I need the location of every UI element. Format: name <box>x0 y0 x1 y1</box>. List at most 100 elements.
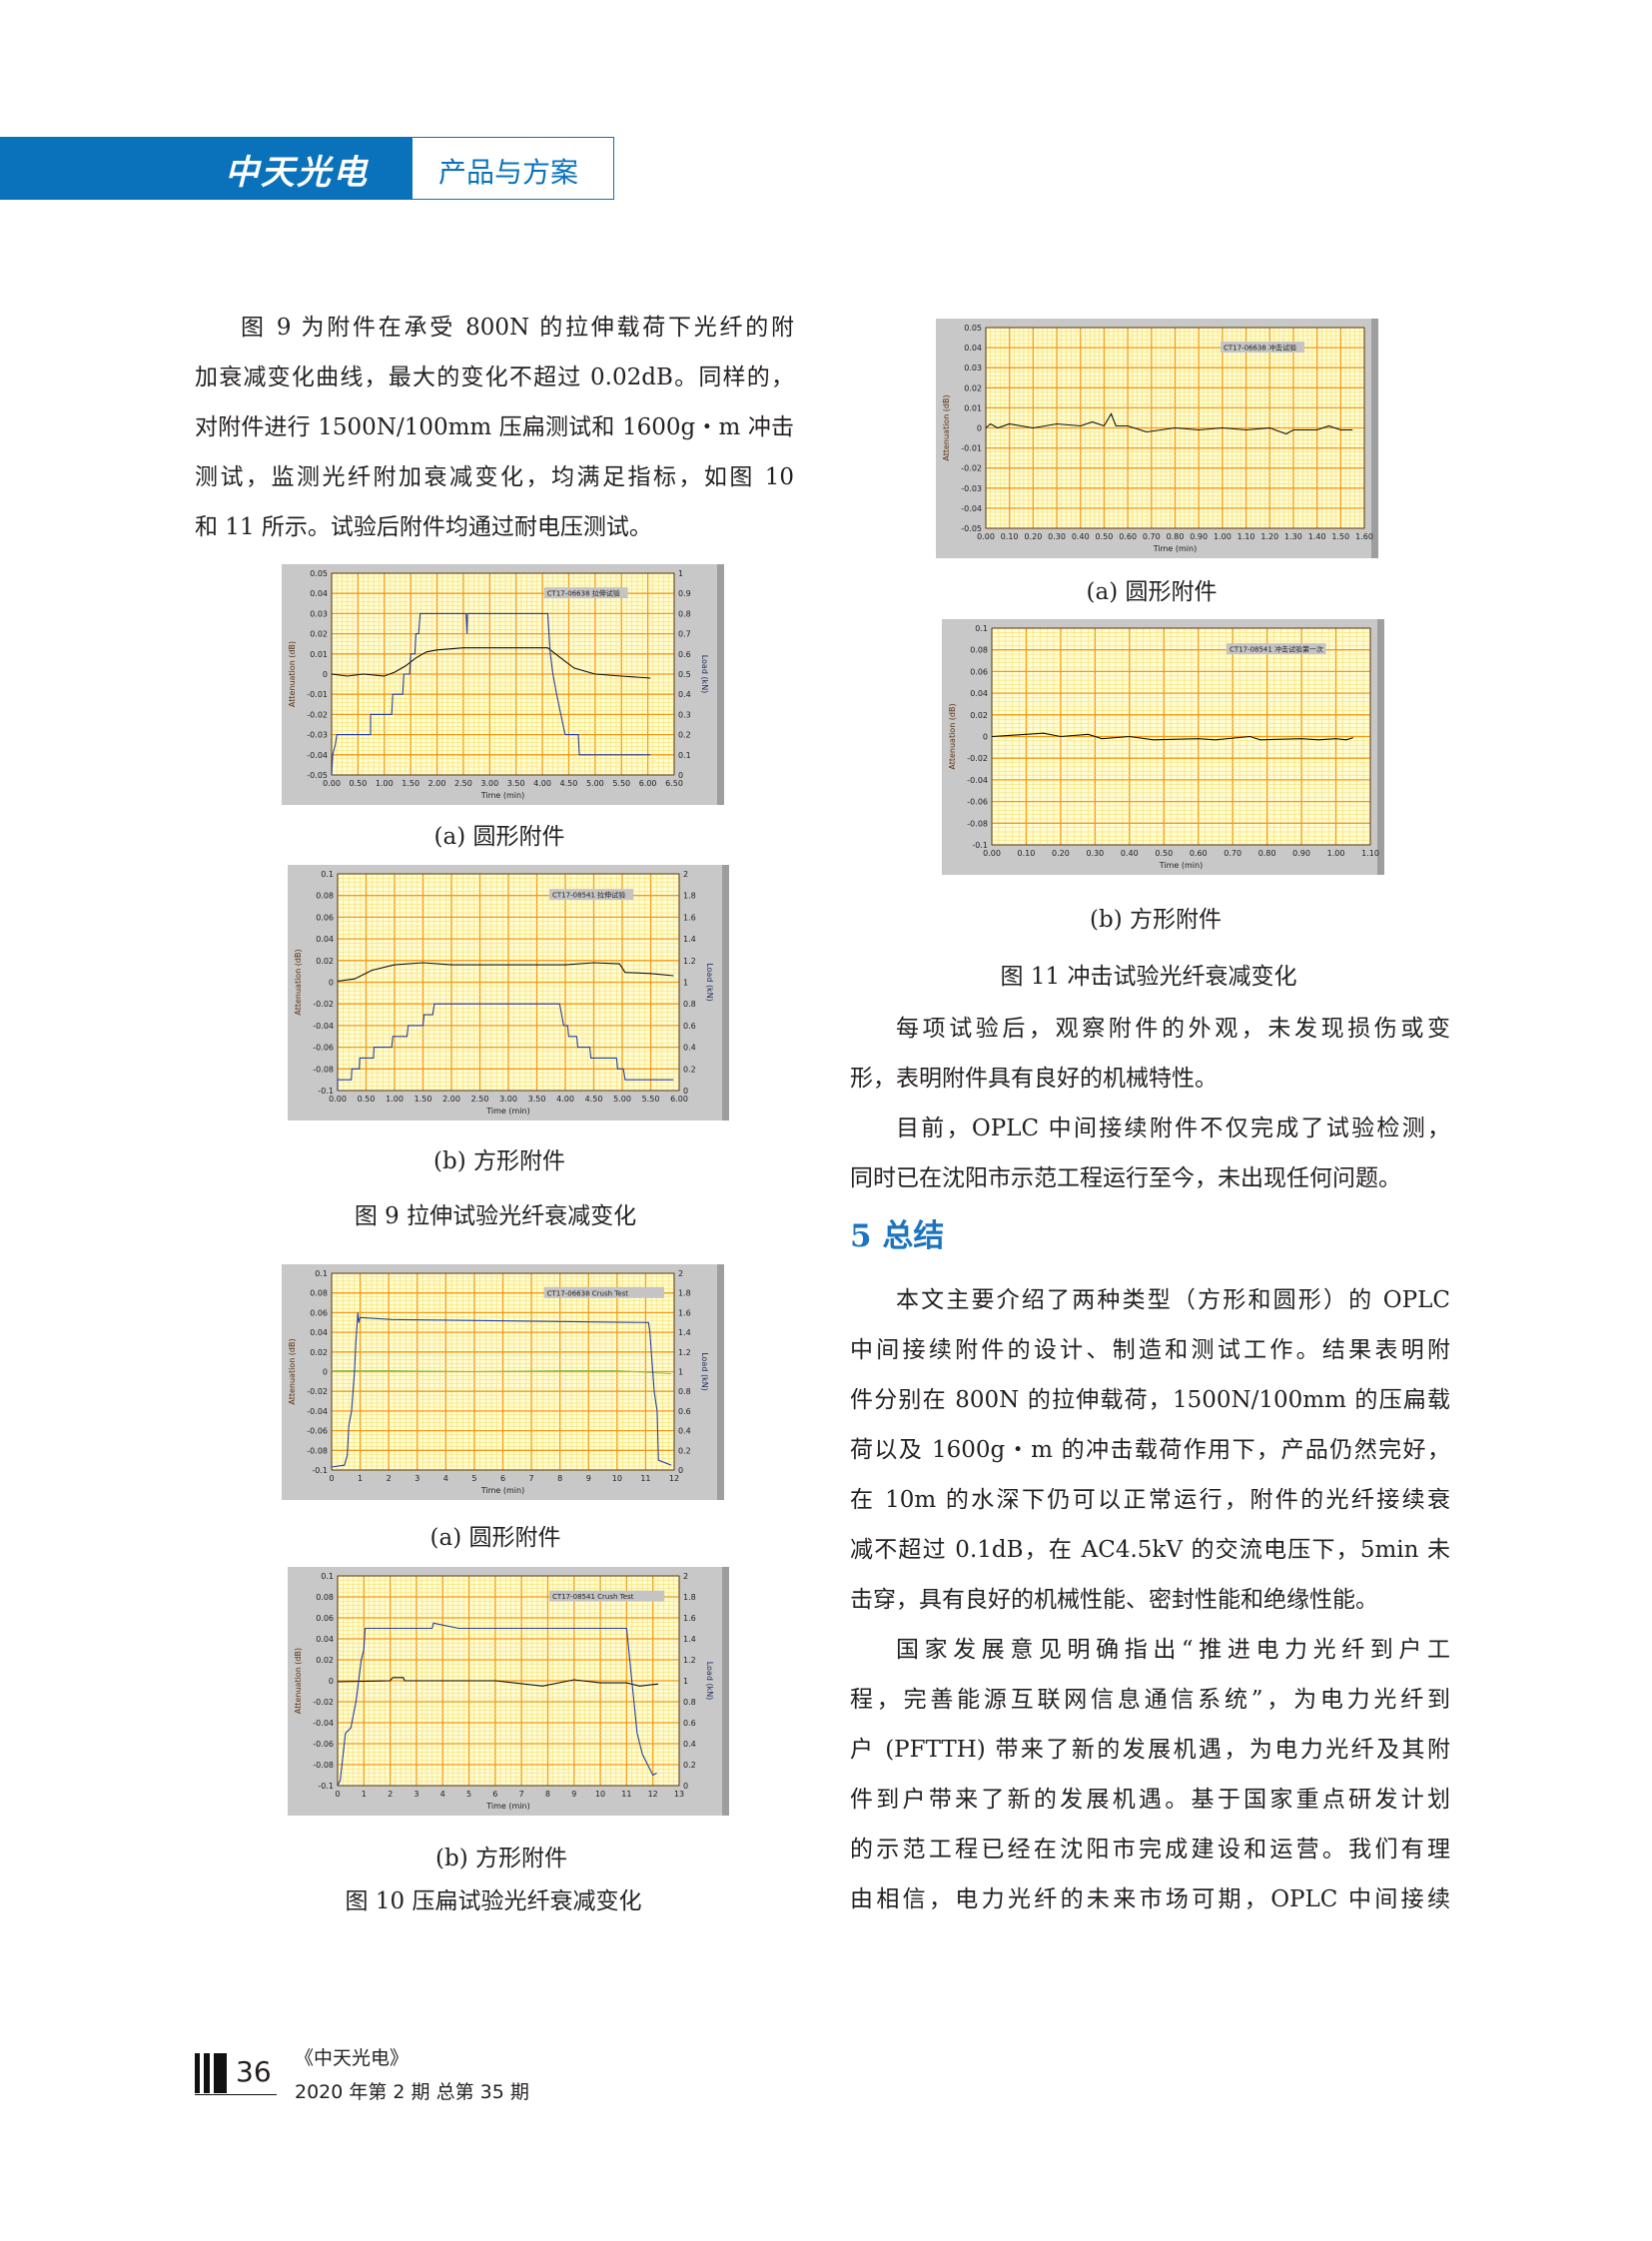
x-tick-label: 6.50 <box>665 779 683 788</box>
y2-tick-label: 0.2 <box>678 1446 691 1455</box>
text-line: 在 10m 的水深下仍可以正常运行，附件的光纤接续衰 <box>850 1487 1450 1513</box>
y2-tick-label: 0.6 <box>683 1719 696 1728</box>
y-tick-label: 0 <box>323 1368 328 1377</box>
y-tick-label: -0.04 <box>313 1022 334 1031</box>
y-tick-label: -0.01 <box>961 444 982 453</box>
chart-frame-edge <box>717 1264 724 1500</box>
y-tick-label: -0.02 <box>307 710 328 719</box>
x-tick-label: 0.20 <box>1024 532 1042 541</box>
x-tick-label: 0.50 <box>349 779 367 788</box>
x-tick-label: 8 <box>557 1474 562 1483</box>
x-tick-label: 3.50 <box>528 1095 546 1104</box>
x-tick-label: 2.50 <box>471 1095 489 1104</box>
x-tick-label: 1 <box>358 1474 363 1483</box>
y2-tick-label: 2 <box>678 1269 683 1278</box>
y2-tick-label: 0 <box>683 1087 688 1096</box>
y2-tick-label: 0.4 <box>683 1740 696 1749</box>
chart-fig11a: 0.00 0.10 0.20 0.30 0.40 0.50 0.60 0.70 0.80 0.90… <box>936 319 1378 558</box>
x-tick-label: 1.30 <box>1284 532 1302 541</box>
attenuation-series-line <box>991 732 1353 741</box>
y-tick-label: -0.04 <box>307 751 328 760</box>
y-tick-label: -0.05 <box>307 771 328 780</box>
y-tick-label: 0.1 <box>321 1572 334 1581</box>
x-tick-label: 2.00 <box>442 1095 460 1104</box>
y-axis-label: Attenuation (dB) <box>294 1648 303 1714</box>
x-tick-label: 1.10 <box>1361 849 1379 858</box>
y-tick-label: -0.06 <box>313 1740 334 1749</box>
grid <box>337 873 680 1092</box>
y-tick-label: -0.08 <box>967 819 988 828</box>
x-tick-label: 5.50 <box>612 779 630 788</box>
text-line: 加衰减变化曲线，最大的变化不超过 0.02dB。同样的， <box>195 365 794 390</box>
y2-tick-label: 0.1 <box>678 751 691 760</box>
x-tick-label: 0.00 <box>329 1095 347 1104</box>
load-series-line <box>331 1312 672 1468</box>
y-tick-label: -0.06 <box>967 798 988 807</box>
y-tick-label: 0.03 <box>310 609 328 618</box>
y2-tick-label: 1.8 <box>683 1593 696 1602</box>
text-line: 减不超过 0.1dB，在 AC4.5kV 的交流电压下，5min 未 <box>850 1537 1450 1563</box>
text-line: 测试，监测光纤附加衰减变化，均满足指标，如图 10 <box>195 464 794 490</box>
attenuation-series-line <box>985 412 1353 435</box>
y2-tick-label: 0.4 <box>678 1427 691 1436</box>
x-axis-label: Time (min) <box>1153 544 1197 553</box>
x-tick-label: 0.40 <box>1072 532 1090 541</box>
x-tick-label: 0 <box>335 1790 340 1799</box>
chart-fig9a: 0.00 0.50 1.00 1.50 2.00 2.50 3.00 3.50 4.00 4.50… <box>282 564 724 805</box>
x-tick-label: 1.40 <box>1308 532 1326 541</box>
legend-box <box>543 587 628 599</box>
chart-fig9b: 0.00 0.50 1.00 1.50 2.00 2.50 3.00 3.50 4.00 4.50… <box>288 865 729 1120</box>
load-series-line <box>331 612 651 776</box>
x-tick-label: 0.90 <box>1190 532 1208 541</box>
attenuation-series-line <box>332 1369 672 1375</box>
x-tick-label: 8 <box>545 1790 550 1799</box>
x-tick-label: 1.60 <box>1355 532 1373 541</box>
y-tick-label: -0.06 <box>307 1427 328 1436</box>
x-tick-label: 1.50 <box>402 779 419 788</box>
text-line: 件到户带来了新的发展机遇。基于国家重点研发计划 <box>850 1787 1450 1813</box>
y2-tick-label: 0.8 <box>678 609 691 618</box>
y2-tick-label: 0.6 <box>678 650 691 659</box>
y2-tick-label: 2 <box>683 870 688 879</box>
load-series-line <box>337 1622 657 1787</box>
x-tick-label: 0.70 <box>1224 849 1241 858</box>
fig9-title: 图 9 拉伸试验光纤衰减变化 <box>354 1203 637 1229</box>
y-tick-label: 0.02 <box>970 711 988 720</box>
fig11b-caption: (b) 方形附件 <box>1090 907 1222 933</box>
y2-tick-label: 0.4 <box>683 1044 696 1053</box>
y-tick-label: 0.1 <box>315 1269 328 1278</box>
text-line: 每项试验后，观察附件的外观，未发现损伤或变 <box>896 1016 1450 1042</box>
y-tick-label: 0 <box>983 733 988 742</box>
text-line: 户 (PFTTH) 带来了新的发展机遇，为电力光纤及其附 <box>850 1737 1450 1763</box>
text-line: 荷以及 1600g・m 的冲击载荷作用下，产品仍然完好， <box>850 1437 1450 1463</box>
y2-tick-label: 1.4 <box>683 1635 696 1644</box>
plot-border <box>337 1575 680 1787</box>
y-axis-label: Attenuation (dB) <box>942 394 951 460</box>
y-tick-label: 0.06 <box>310 1308 328 1317</box>
attenuation-series-line <box>337 962 674 982</box>
legend-box <box>543 1286 665 1298</box>
y2-tick-label: 1.2 <box>683 1656 696 1665</box>
y2-tick-label: 0 <box>678 1466 683 1475</box>
y-tick-label: -0.1 <box>972 841 988 850</box>
x-tick-label: 11 <box>640 1474 650 1483</box>
x-tick-label: 0.80 <box>1258 849 1276 858</box>
x-tick-label: 0 <box>329 1474 334 1483</box>
journal-logo: 中天光电 <box>225 153 369 193</box>
section-label-box: 产品与方案 <box>412 137 614 200</box>
x-tick-label: 1.00 <box>376 779 394 788</box>
y-tick-label: -0.1 <box>312 1466 328 1475</box>
text-line: 由相信，电力光纤的未来市场可期，OPLC 中间接续 <box>850 1886 1450 1912</box>
y2-tick-label: 0.2 <box>678 731 691 740</box>
x-tick-label: 0.60 <box>1119 532 1137 541</box>
y2-tick-label: 1 <box>683 1677 688 1686</box>
section-label: 产品与方案 <box>438 156 579 189</box>
y-tick-label: 0.01 <box>310 650 328 659</box>
y-tick-label: 0.06 <box>316 1614 334 1623</box>
x-tick-label: 2 <box>388 1790 393 1799</box>
chart-frame-edge <box>1371 319 1378 558</box>
x-tick-label: 3.50 <box>507 779 525 788</box>
x-tick-label: 13 <box>674 1790 684 1799</box>
y-tick-label: 0 <box>329 1677 334 1686</box>
y2-axis-label: Load (kN) <box>700 655 709 694</box>
